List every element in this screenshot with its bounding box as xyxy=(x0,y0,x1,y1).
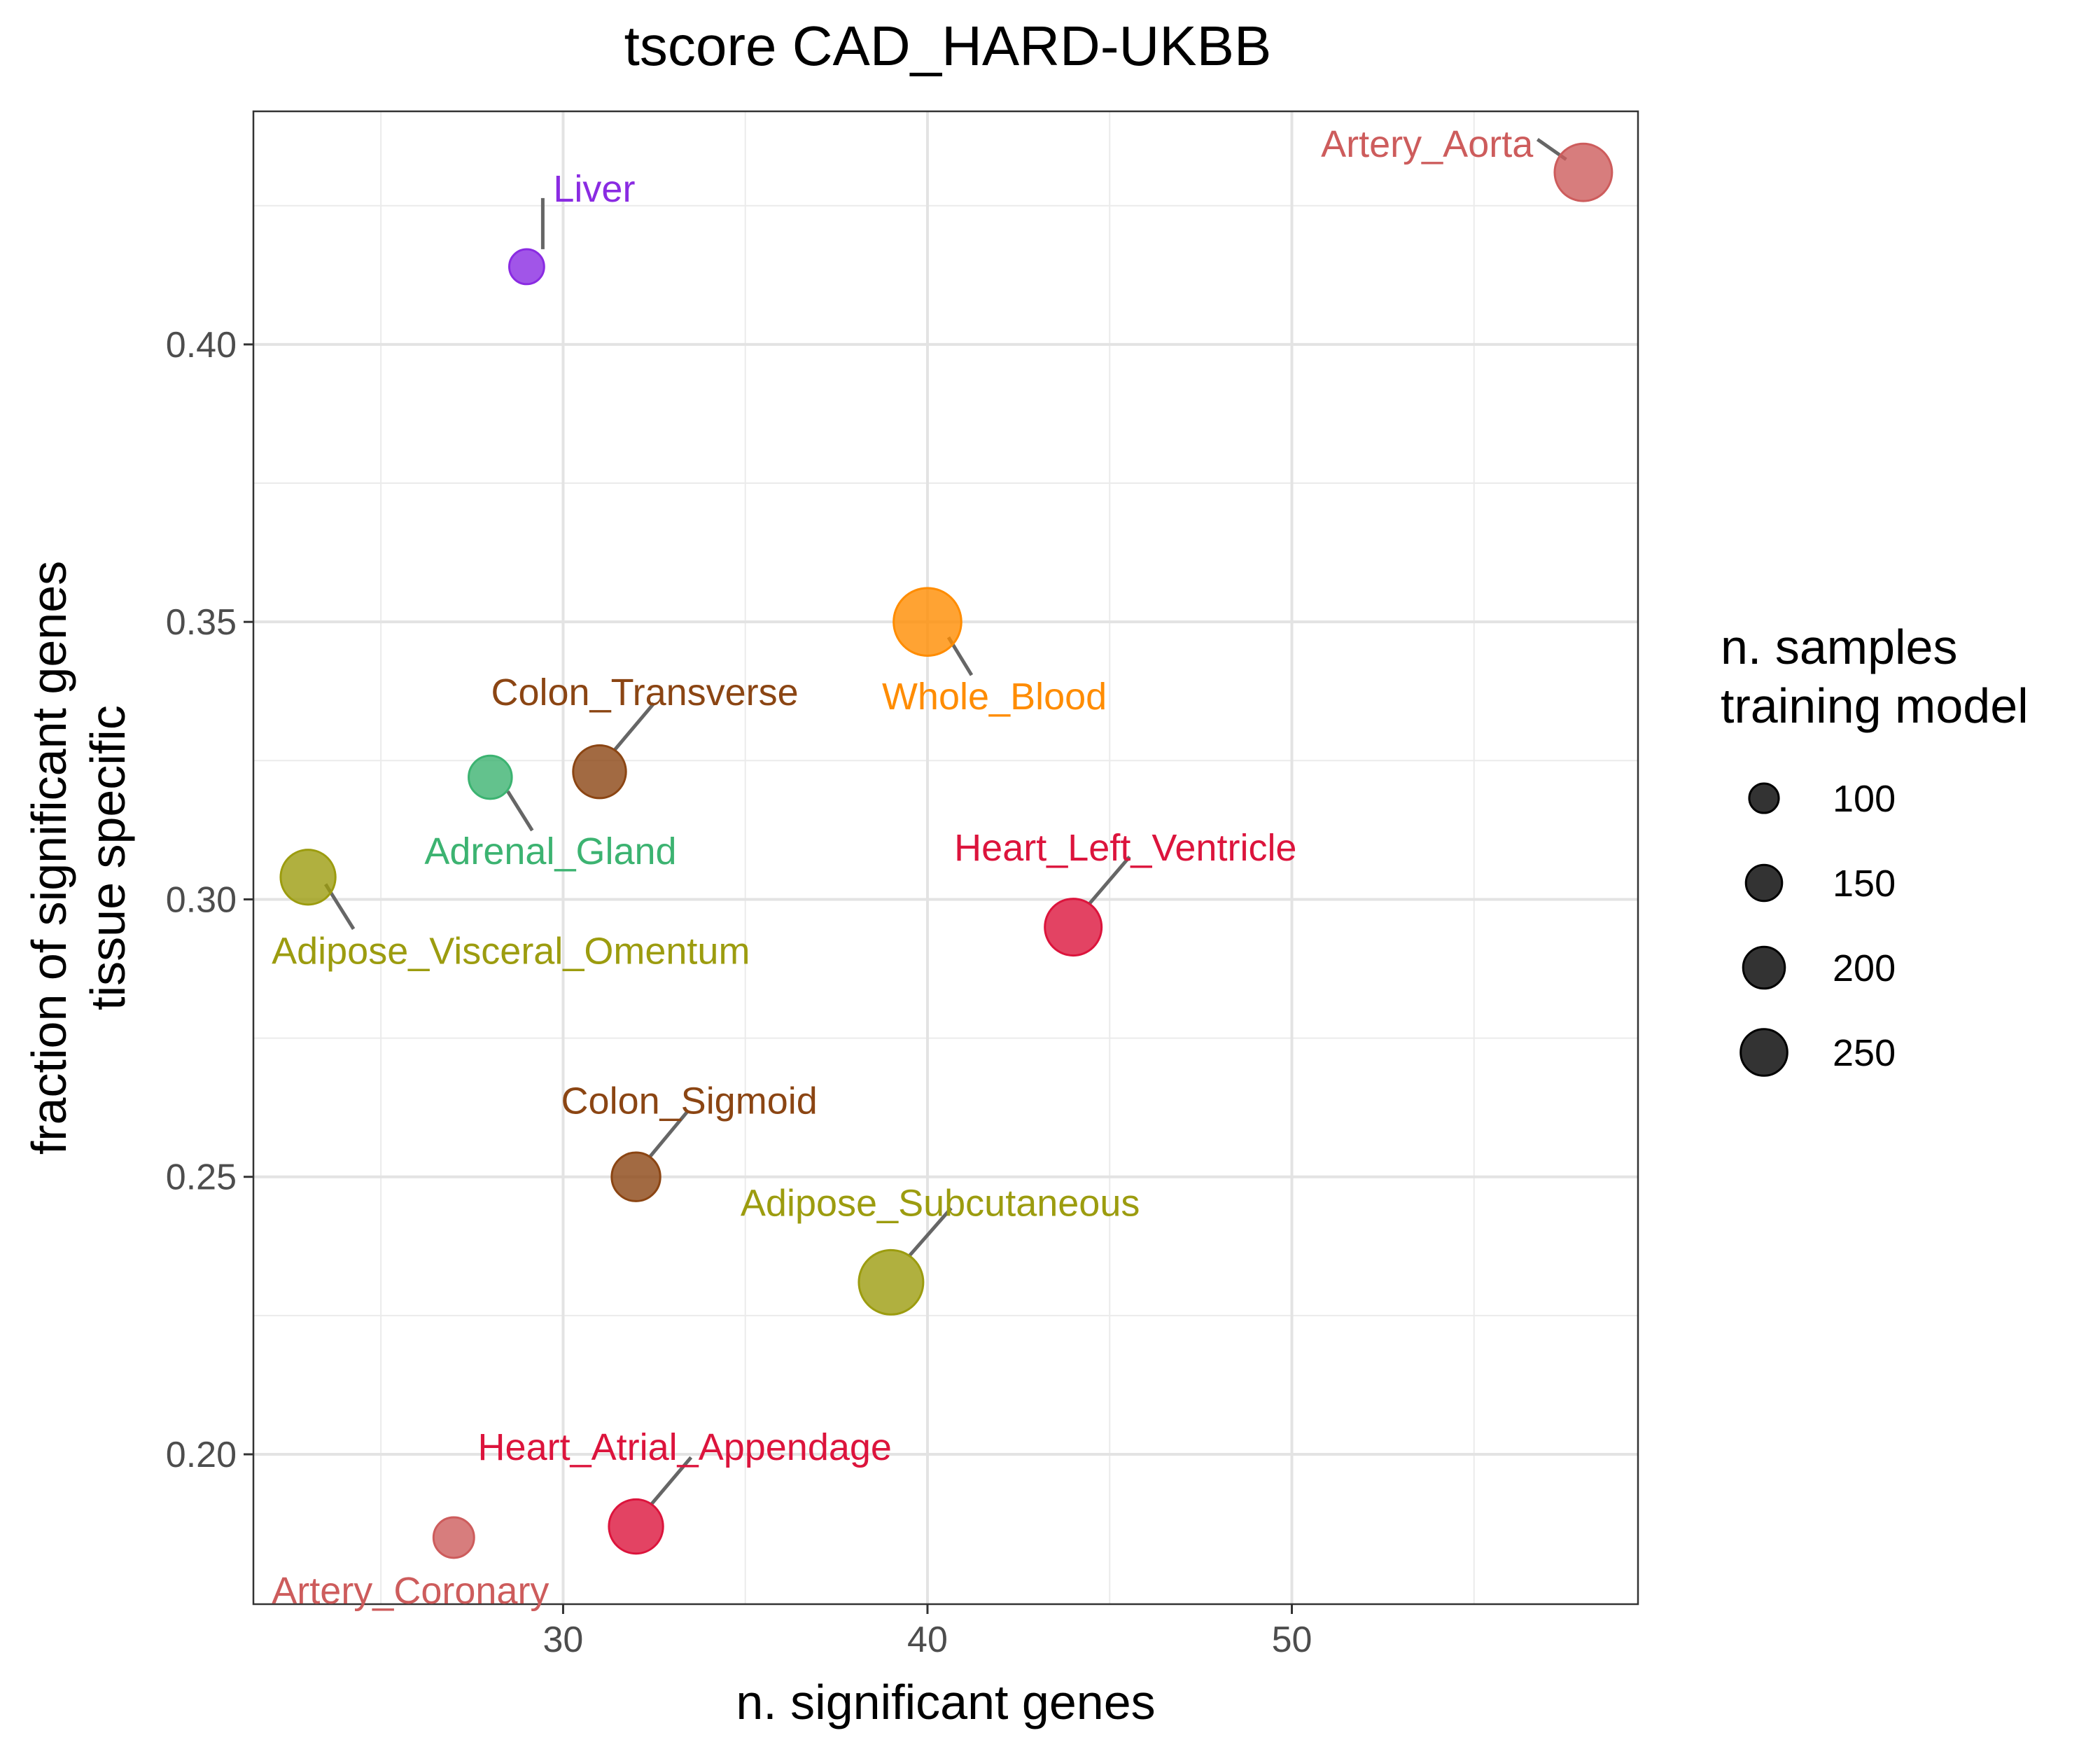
point-label: Colon_Transverse xyxy=(491,671,799,714)
label-connector xyxy=(648,1109,690,1159)
legend-key-circle xyxy=(1740,1028,1788,1077)
data-point xyxy=(1044,898,1103,957)
legend-title-line1: n. samples xyxy=(1721,620,1957,674)
x-tick-label: 40 xyxy=(907,1620,948,1660)
y-tick-label: 0.20 xyxy=(166,1435,237,1475)
label-connector xyxy=(907,1206,953,1258)
point-label: Liver xyxy=(553,168,635,210)
data-point xyxy=(572,744,627,800)
point-label: Colon_Sigmoid xyxy=(561,1080,818,1122)
point-label: Heart_Atrial_Appendage xyxy=(478,1426,892,1468)
point-label-layer: Artery_Aorta Liver Whole_Blood Colon_Transv… xyxy=(272,123,1534,1612)
y-tick-label: 0.40 xyxy=(166,325,237,366)
data-point xyxy=(1553,142,1614,202)
legend-key-circle xyxy=(1744,863,1784,903)
point-label: Adipose_Subcutaneous xyxy=(741,1182,1140,1224)
y-tick-label: 0.35 xyxy=(166,602,237,643)
point-label: Artery_Aorta xyxy=(1321,123,1534,165)
size-legend: n. samples training model 100 150 200 250 xyxy=(1721,620,2029,1077)
x-tick-label: 50 xyxy=(1272,1620,1312,1660)
point-label: Adipose_Visceral_Omentum xyxy=(272,931,750,973)
point-layer xyxy=(279,142,1614,1559)
legend-key-label: 250 xyxy=(1833,1032,1896,1074)
data-point xyxy=(508,248,545,286)
data-point xyxy=(608,1498,664,1555)
y-axis-title: fraction of significant genes tissue spe… xyxy=(22,561,135,1155)
data-point xyxy=(432,1516,475,1559)
axis-layer: 30 40 50 0.20 0.25 0.30 0.35 0.40 xyxy=(166,325,1312,1660)
data-point xyxy=(892,587,962,657)
chart-title: tscore CAD_HARD-UKBB xyxy=(624,15,1272,77)
grid-layer xyxy=(253,111,1638,1604)
point-label: Adrenal_Gland xyxy=(424,830,676,872)
label-connector-layer xyxy=(323,138,1567,1506)
plot-panel-border xyxy=(252,110,1639,1606)
x-tick-label: 30 xyxy=(543,1620,584,1660)
data-point xyxy=(610,1151,662,1202)
legend-key-label: 200 xyxy=(1833,947,1896,989)
label-connector xyxy=(649,1456,693,1506)
point-label: Heart_Left_Ventricle xyxy=(954,827,1296,869)
legend-key-label: 100 xyxy=(1833,778,1896,820)
point-label: Whole_Blood xyxy=(882,676,1107,718)
legend-key-circle xyxy=(1742,945,1786,990)
y-axis-title-line2: tissue specific xyxy=(80,705,135,1010)
legend-key-circle xyxy=(1748,782,1780,814)
y-axis-title-line1: fraction of significant genes xyxy=(22,561,76,1155)
y-tick-label: 0.30 xyxy=(166,879,237,920)
legend-key-label: 150 xyxy=(1833,863,1896,905)
label-connector xyxy=(612,702,656,752)
data-point xyxy=(858,1248,925,1316)
y-tick-label: 0.25 xyxy=(166,1157,237,1198)
legend-title-line2: training model xyxy=(1721,678,2029,733)
label-connector xyxy=(506,790,534,832)
x-axis-title: n. significant genes xyxy=(736,1675,1155,1729)
point-label: Artery_Coronary xyxy=(272,1570,549,1612)
legend-keys: 100 150 200 250 xyxy=(1740,778,1896,1077)
data-point xyxy=(279,849,337,906)
data-point xyxy=(468,754,513,800)
label-connector xyxy=(1087,855,1131,906)
